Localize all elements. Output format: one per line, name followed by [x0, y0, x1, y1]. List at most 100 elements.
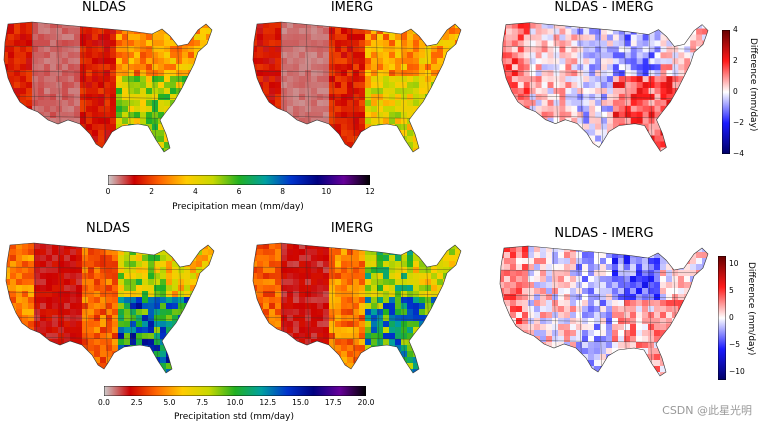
map-cell	[76, 243, 83, 250]
map-cell	[654, 318, 661, 325]
map-cell	[52, 363, 59, 370]
map-cell	[142, 273, 149, 280]
map-cell	[106, 375, 112, 379]
map-cell	[535, 87, 542, 95]
map-cell	[16, 255, 23, 262]
map-cell	[672, 246, 679, 253]
map-cell	[38, 124, 45, 131]
map-cell	[341, 249, 348, 256]
map-cell	[594, 282, 601, 289]
map-cell	[547, 117, 554, 124]
map-cell	[281, 106, 288, 113]
map-cell	[594, 324, 601, 331]
map-cell	[431, 112, 438, 119]
map-cell	[437, 94, 444, 101]
map-cell	[94, 339, 101, 346]
map-cell	[158, 88, 165, 95]
map-cell	[401, 285, 408, 292]
state-border-line	[501, 70, 709, 75]
map-cell	[188, 28, 195, 35]
map-cell	[642, 87, 649, 95]
map-cell	[577, 135, 584, 142]
map-cell	[130, 285, 137, 292]
map-cell	[540, 324, 547, 331]
map-cell	[431, 291, 438, 298]
map-cell	[431, 136, 438, 143]
map-cell	[176, 136, 183, 143]
map-cell	[511, 111, 519, 119]
map-cell	[461, 339, 467, 345]
map-cell	[353, 130, 360, 137]
map-cell	[371, 100, 378, 107]
map-cell	[257, 52, 264, 59]
map-cell	[431, 351, 438, 358]
map-cell	[4, 58, 9, 65]
map-cell	[558, 318, 565, 325]
map-cell	[212, 46, 214, 52]
map-cell	[523, 82, 531, 89]
map-cell	[176, 22, 183, 23]
map-cell	[70, 243, 77, 244]
map-cell	[299, 64, 306, 71]
map-cell	[359, 315, 366, 322]
map-cell	[595, 28, 602, 35]
map-cell	[642, 105, 649, 113]
map-cell	[124, 303, 131, 310]
map-cell	[62, 28, 69, 35]
map-cell	[407, 22, 414, 23]
map-cell	[511, 40, 519, 47]
map-cell	[104, 52, 111, 59]
map-cell	[449, 309, 456, 316]
map-cell	[257, 285, 264, 292]
map-cell	[293, 369, 300, 373]
map-cell	[88, 333, 95, 340]
map-cell	[40, 261, 47, 268]
map-cell	[305, 154, 311, 158]
map-cell	[517, 34, 525, 41]
map-cell	[140, 106, 147, 113]
map-cell	[443, 345, 450, 352]
map-cell	[194, 94, 201, 101]
map-cell	[184, 309, 191, 316]
map-cell	[196, 291, 203, 298]
map-cell	[600, 312, 607, 319]
map-cell	[305, 327, 312, 334]
map-cell	[413, 22, 420, 29]
map-cell	[500, 246, 505, 247]
map-cell	[329, 351, 336, 358]
map-cell	[188, 148, 195, 152]
map-cell	[425, 285, 432, 292]
map-cell	[74, 136, 81, 143]
map-cell	[287, 339, 294, 346]
map-cell	[461, 309, 467, 315]
map-cell	[389, 279, 396, 286]
map-cell	[160, 273, 167, 280]
map-cell	[571, 117, 578, 124]
map-cell	[425, 357, 432, 364]
map-cell	[413, 243, 420, 244]
map-cell	[684, 252, 691, 259]
map-cell	[14, 154, 20, 158]
map-cell	[98, 76, 105, 83]
map-cell	[22, 321, 29, 328]
map-cell	[188, 136, 195, 143]
map-cell	[547, 135, 554, 142]
map-cell	[383, 28, 390, 35]
map-cell	[401, 58, 408, 65]
map-cell	[365, 291, 372, 298]
map-cell	[208, 309, 214, 316]
map-cell	[52, 321, 59, 328]
map-cell	[112, 309, 119, 316]
map-cell	[269, 261, 276, 268]
map-cell	[74, 154, 80, 158]
map-cell	[553, 111, 560, 119]
map-cell	[552, 300, 559, 307]
map-cell	[534, 300, 541, 307]
map-cell	[20, 88, 27, 95]
map-cell	[377, 100, 384, 107]
map-cell	[401, 243, 408, 244]
map-cell	[128, 64, 135, 71]
map-cell	[46, 279, 53, 286]
map-cell	[275, 154, 281, 158]
map-cell	[44, 100, 51, 107]
